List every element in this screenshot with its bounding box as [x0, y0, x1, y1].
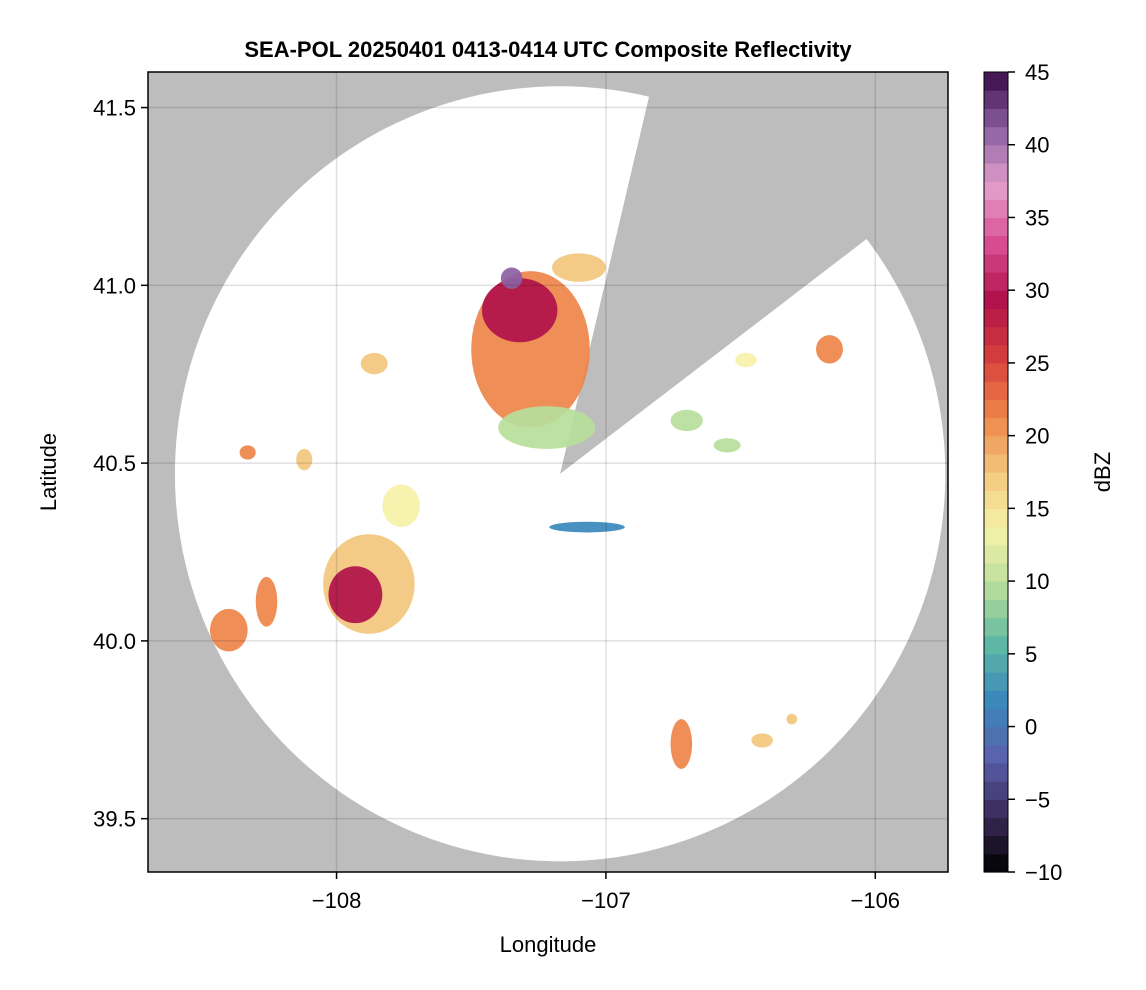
x-axis: −108 −107 −106 — [312, 872, 900, 913]
x-tick-label: −108 — [312, 888, 362, 913]
y-tick-label: 41.5 — [93, 96, 136, 121]
colorbar-band — [984, 453, 1008, 473]
colorbar-band — [984, 672, 1008, 691]
echo-northwest-small — [360, 352, 388, 375]
colorbar-tick-label: 20 — [1025, 424, 1049, 449]
echo-layer — [209, 253, 843, 769]
colorbar-band — [984, 90, 1008, 109]
echo-west-small-1 — [239, 445, 256, 460]
colorbar-band — [984, 526, 1008, 546]
plot-frame — [147, 71, 949, 873]
echo-south-cell-2 — [751, 733, 773, 748]
colorbar-band — [984, 326, 1008, 346]
colorbar-frame — [983, 71, 1009, 873]
colorbar-tick-label: 15 — [1025, 496, 1049, 521]
colorbar-band — [984, 162, 1008, 182]
echo-east-line-1 — [670, 409, 703, 432]
echo-east-small — [735, 352, 757, 368]
echo-northeast-cell — [816, 335, 843, 364]
echo-far-west-cell — [209, 608, 248, 652]
colorbar-tick-label: 10 — [1025, 569, 1049, 594]
colorbar-tick-label: 25 — [1025, 351, 1049, 376]
colorbar-tick-label: −10 — [1025, 860, 1062, 885]
colorbar-label: dBZ — [1090, 452, 1115, 492]
colorbar-tick-label: 30 — [1025, 278, 1049, 303]
colorbar-band — [984, 708, 1008, 728]
colorbar-band — [984, 417, 1008, 437]
y-tick-label: 41.0 — [93, 273, 136, 298]
colorbar-band — [984, 635, 1008, 655]
echo-north-cluster-edge — [498, 406, 596, 449]
echo-north-cluster-peak — [500, 267, 523, 289]
colorbar-band — [984, 181, 1008, 200]
colorbar-band — [984, 344, 1008, 364]
colorbar-band — [984, 726, 1008, 746]
y-tick-label: 40.0 — [93, 629, 136, 654]
y-tick-label: 40.5 — [93, 451, 136, 476]
colorbar-band — [984, 126, 1008, 146]
colorbar-band — [984, 853, 1008, 873]
colorbar-band — [984, 435, 1008, 455]
colorbar-tick-label: 35 — [1025, 205, 1049, 230]
echo-west-small-2 — [296, 448, 313, 471]
colorbar-band — [984, 290, 1008, 309]
y-axis-label: Latitude — [36, 433, 61, 511]
colorbar-band — [984, 562, 1008, 582]
colorbar-band — [984, 72, 1008, 91]
colorbar-band — [984, 272, 1008, 291]
echo-south-cell-1 — [670, 719, 693, 769]
echo-far-west-cell-2 — [255, 576, 278, 627]
colorbar-band — [984, 108, 1008, 128]
colorbar-tick-label: 5 — [1025, 642, 1037, 667]
echo-east-line-2 — [713, 438, 741, 453]
radar-coverage-area — [174, 86, 946, 862]
colorbar-band — [984, 799, 1008, 819]
colorbar-band — [984, 817, 1008, 837]
chart-title: SEA-POL 20250401 0413-0414 UTC Composite… — [244, 37, 852, 62]
colorbar-band — [984, 253, 1008, 273]
x-axis-label: Longitude — [500, 932, 597, 957]
colorbar-band — [984, 308, 1008, 328]
echo-north-cluster-core — [482, 278, 558, 343]
colorbar-band — [984, 835, 1008, 855]
colorbar-band — [984, 653, 1008, 673]
colorbar-tick-label: −5 — [1025, 787, 1050, 812]
colorbar-band — [984, 781, 1008, 800]
echo-north-cluster-tail — [552, 253, 606, 282]
colorbar-tick-label: 45 — [1025, 60, 1049, 85]
colorbar-band — [984, 381, 1008, 400]
echo-west-cluster-core — [328, 566, 383, 624]
colorbar-band — [984, 508, 1008, 528]
colorbar-band — [984, 199, 1008, 219]
colorbar-band — [984, 217, 1008, 237]
colorbar-band — [984, 617, 1008, 637]
grid-lines — [148, 72, 948, 872]
colorbar-tick-label: 0 — [1025, 715, 1037, 740]
echo-south-cell-3 — [786, 713, 798, 725]
y-tick-label: 39.5 — [93, 807, 136, 832]
colorbar-band — [984, 144, 1008, 164]
echo-south-line — [549, 521, 625, 533]
colorbar-band — [984, 362, 1008, 382]
colorbar-band — [984, 762, 1008, 782]
plot-area — [147, 71, 949, 873]
colorbar-band — [984, 744, 1008, 764]
colorbar-band — [984, 544, 1008, 564]
x-tick-label: −107 — [581, 888, 631, 913]
colorbar-band — [984, 599, 1008, 619]
colorbar-tick-label: 40 — [1025, 133, 1049, 158]
colorbar-band — [984, 581, 1008, 600]
colorbar-band — [984, 235, 1008, 255]
colorbar-band — [984, 472, 1008, 491]
colorbar-band — [984, 690, 1008, 709]
echo-west-mid-cell — [382, 484, 421, 528]
colorbar-band — [984, 490, 1008, 509]
x-tick-label: −106 — [850, 888, 900, 913]
y-axis: 39.5 40.0 40.5 41.0 41.5 — [93, 96, 148, 832]
colorbar-band — [984, 399, 1008, 419]
colorbar: −10 −5 0 5 10 15 20 25 30 35 40 45 — [983, 60, 1062, 885]
